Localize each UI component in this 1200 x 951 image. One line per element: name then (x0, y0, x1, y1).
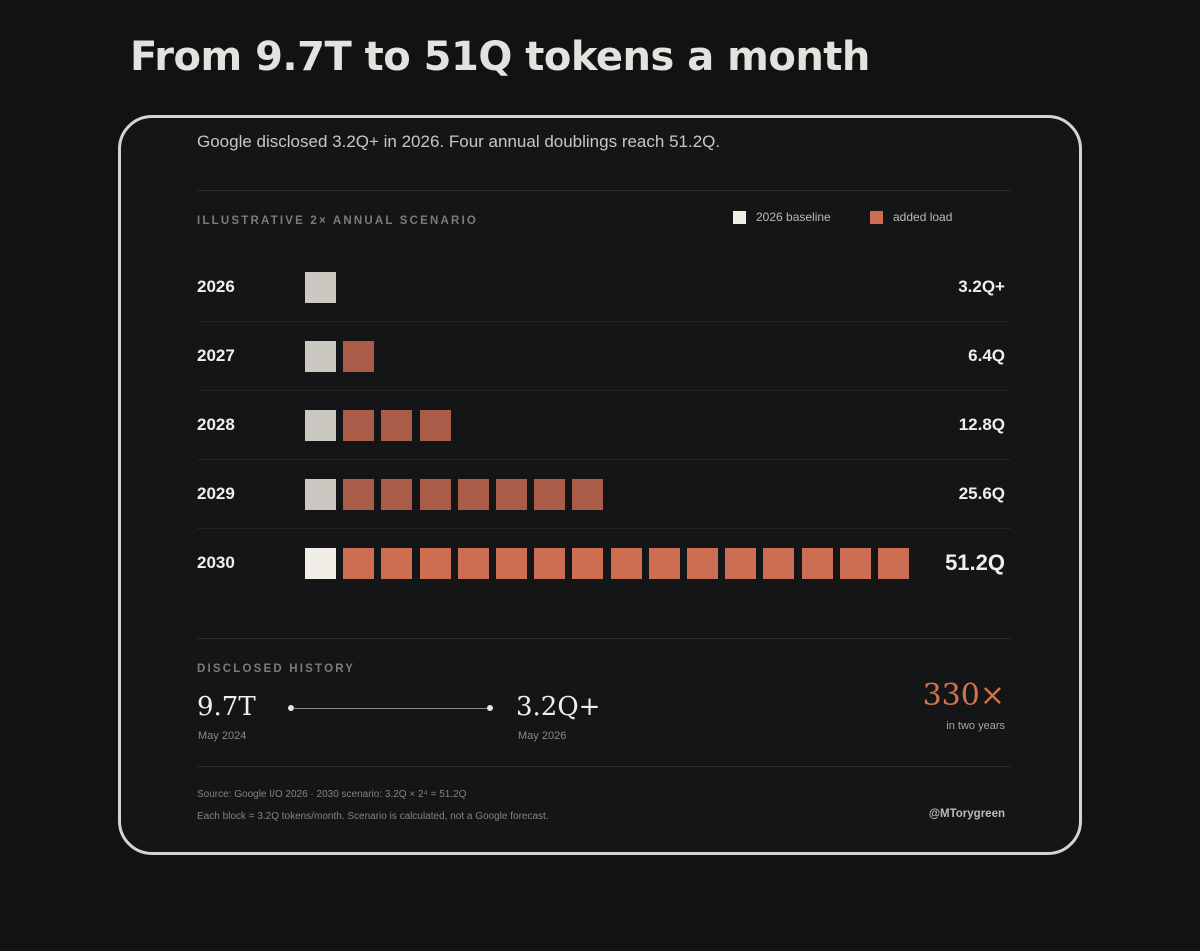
timeline-line (293, 708, 489, 709)
added-load-block (343, 410, 375, 441)
legend-added-swatch (870, 210, 883, 224)
added-load-block (572, 548, 604, 579)
history-label: DISCLOSED HISTORY (197, 663, 356, 675)
added-load-block (343, 341, 375, 372)
author-handle: @MTorygreen (928, 808, 1005, 820)
added-load-block (419, 479, 451, 510)
added-load-block (381, 410, 413, 441)
divider (197, 766, 1011, 767)
legend-baseline-swatch (733, 210, 746, 224)
growth-multiplier: 330× (922, 678, 1005, 713)
added-load-block (534, 479, 566, 510)
history-end-date: May 2026 (518, 730, 567, 742)
source-note: Source: Google I/O 2026 · 2030 scenario:… (197, 789, 467, 800)
added-load-block (419, 548, 451, 579)
row-year-label: 2028 (197, 415, 235, 434)
row-year-label: 2026 (197, 277, 235, 296)
chart-card: Google disclosed 3.2Q+ in 2026. Four ann… (118, 115, 1082, 855)
row-divider (197, 528, 1011, 529)
added-load-block (763, 548, 795, 579)
added-load-block (572, 479, 604, 510)
added-load-block (878, 548, 909, 579)
added-load-block (725, 548, 757, 579)
added-load-block (343, 548, 375, 579)
legend-baseline: 2026 baseline (733, 210, 831, 224)
legend-baseline-label: 2026 baseline (756, 210, 831, 224)
divider (197, 190, 1011, 191)
row-value-label: 25.6Q (958, 484, 1005, 503)
added-load-block (801, 548, 833, 579)
growth-multiplier-caption: in two years (946, 720, 1005, 732)
row-divider (197, 390, 1011, 391)
added-load-block (381, 548, 413, 579)
legend-added-label: added load (893, 210, 953, 224)
row-year-label: 2029 (197, 484, 235, 503)
timeline-start-dot (288, 705, 294, 711)
added-load-block (687, 548, 718, 579)
row-value-label: 6.4Q (968, 346, 1005, 365)
timeline-end-dot (487, 705, 493, 711)
baseline-block (305, 410, 336, 441)
added-load-block (457, 479, 489, 510)
row-value-label: 3.2Q+ (958, 277, 1005, 296)
added-load-block (419, 410, 451, 441)
row-divider (197, 321, 1011, 322)
history-end-value: 3.2Q+ (516, 692, 601, 722)
baseline-block (305, 272, 336, 303)
added-load-block (648, 548, 680, 579)
added-load-block (610, 548, 642, 579)
added-load-block (457, 548, 489, 579)
baseline-block (305, 341, 336, 372)
row-year-label: 2030 (197, 553, 235, 572)
headline: From 9.7T to 51Q tokens a month (130, 34, 870, 80)
divider (197, 638, 1011, 639)
added-load-block (496, 548, 527, 579)
added-load-block (343, 479, 375, 510)
row-value-label: 12.8Q (958, 415, 1005, 434)
baseline-block (305, 548, 336, 579)
added-load-block (534, 548, 566, 579)
history-start-date: May 2024 (198, 730, 247, 742)
added-load-block (381, 479, 413, 510)
added-load-block (839, 548, 871, 579)
chart-subtitle: Google disclosed 3.2Q+ in 2026. Four ann… (197, 132, 721, 151)
baseline-block (305, 479, 336, 510)
legend-added: added load (870, 210, 952, 224)
scenario-label: ILLUSTRATIVE 2× ANNUAL SCENARIO (197, 215, 479, 227)
block-note: Each block = 3.2Q tokens/month. Scenario… (197, 811, 549, 822)
history-start-value: 9.7T (197, 692, 256, 722)
row-divider (197, 459, 1011, 460)
added-load-block (496, 479, 527, 510)
row-value-label: 51.2Q (945, 550, 1005, 575)
row-year-label: 2027 (197, 346, 235, 365)
